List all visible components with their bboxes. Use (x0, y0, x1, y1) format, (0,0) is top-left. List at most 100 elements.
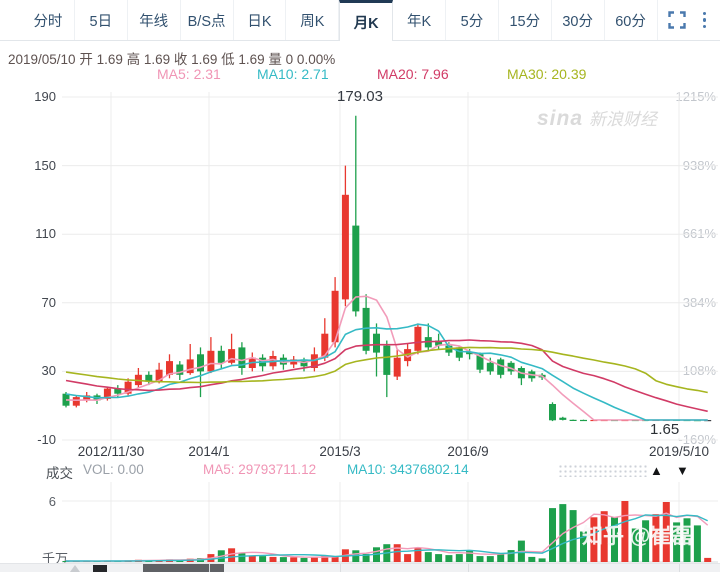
volume-bar (321, 555, 329, 562)
volume-axis-unit: 千万 (42, 551, 69, 566)
candle-body (166, 361, 173, 375)
volume-bar (331, 556, 339, 562)
volume-bar (528, 556, 536, 562)
volume-bar (569, 510, 577, 562)
volume-bar (414, 548, 422, 562)
volume-bar (662, 502, 670, 562)
scroll-up-arrow[interactable]: ▲ (650, 463, 663, 478)
fullscreen-icon[interactable] (667, 11, 686, 29)
price-axis-label-110: 110 (35, 226, 56, 242)
tab-2[interactable]: 年线 (127, 0, 181, 40)
candle-body (145, 374, 153, 382)
candle-body (290, 359, 298, 365)
tab-10[interactable]: 30分 (551, 0, 605, 40)
scroll-down-arrow[interactable]: ▼ (676, 463, 689, 478)
tab-3[interactable]: B/S点 (180, 0, 234, 40)
kebab-menu-icon[interactable] (701, 10, 709, 31)
candle-body (103, 388, 111, 399)
ohlc-info-line: 2019/05/10 开 1.69 高 1.69 收 1.69 低 1.69 量… (8, 52, 336, 67)
volume-bar (269, 556, 277, 562)
price-ma-legend-item-1: MA10: 2.71 (257, 66, 329, 82)
range-scrollbar-handle[interactable] (143, 564, 224, 572)
volume-bar (600, 511, 608, 562)
tab-1[interactable]: 5日 (74, 0, 128, 40)
volume-bar (673, 522, 681, 562)
volume-bar (300, 557, 308, 562)
volume-bar (228, 548, 236, 562)
price-ma-legend-item-3: MA30: 20.39 (507, 66, 587, 82)
volume-bar (580, 531, 587, 562)
volume-bar (279, 557, 287, 562)
price-ma-legend: MA5: 2.31 MA10: 2.71 MA20: 7.96 MA30: 20.39 (0, 66, 720, 84)
candle-body (72, 397, 80, 406)
pct-axis-label-2: 661% (682, 226, 716, 242)
zhihu-watermark: 知乎 @崔磊 (582, 525, 693, 548)
volume-bar (445, 555, 453, 562)
candle-body (62, 393, 70, 406)
volume-bar (652, 514, 660, 562)
range-marker-chip (93, 565, 107, 572)
x-axis-label-1: 2014/1 (188, 444, 230, 459)
tab-4[interactable]: 日K (233, 0, 287, 40)
toolbar-icons (658, 0, 720, 40)
tab-0[interactable]: 分时 (22, 0, 75, 40)
scrollbar-tick (468, 564, 469, 572)
candle-body (559, 417, 567, 420)
tab-11[interactable]: 60分 (604, 0, 658, 40)
candle-body (580, 419, 587, 422)
candle-body (435, 340, 443, 346)
price-ma20-line (65, 339, 708, 413)
candle-body (466, 352, 474, 355)
candle-body (569, 419, 577, 421)
candle-body (155, 369, 163, 382)
price-axis-label--10: -10 (37, 432, 56, 447)
tab-8[interactable]: 5分 (446, 0, 499, 40)
candle-body (414, 326, 422, 351)
scrollbar-tick (679, 564, 680, 572)
tab-9[interactable]: 15分 (498, 0, 552, 40)
price-axis-label-70: 70 (41, 294, 56, 310)
volume-bar (611, 517, 618, 562)
tab-5[interactable]: 周K (286, 0, 340, 40)
candle-body (207, 350, 215, 372)
candle-body (373, 333, 380, 353)
volume-bar (497, 554, 505, 562)
volume-pane-title: 成交 (46, 466, 73, 481)
price-ma10-line (65, 323, 708, 421)
candle-body (321, 333, 329, 358)
volume-bar (238, 553, 246, 562)
pct-axis-label-4: 108% (682, 363, 716, 379)
volume-bar (538, 558, 546, 562)
candle-body (238, 347, 246, 368)
pct-axis-label-3: 384% (682, 294, 716, 310)
volume-bar (352, 550, 360, 562)
tab-7[interactable]: 年K (393, 0, 446, 40)
candle-body (176, 364, 184, 375)
tab-bar: 分时 5日 年线 B/S点 日K 周K 月K 年K 5分 15分 30分 60分 (0, 0, 720, 41)
tab-active-6[interactable]: 月K (339, 0, 394, 41)
range-scrollbar-track[interactable] (0, 563, 720, 572)
price-ma5-line (65, 295, 708, 421)
sina-watermark: sina 新浪财经 (537, 105, 657, 131)
volume-ma10-line (66, 514, 708, 562)
pct-axis-label-1: 938% (682, 157, 716, 173)
volume-bar (435, 554, 443, 562)
candle-body (352, 225, 360, 312)
x-axis-label-4: 2019/5/10 (648, 444, 710, 459)
peak-price-annotation: 179.03 (337, 88, 383, 105)
candle-body (217, 350, 225, 363)
candle-body (393, 357, 401, 377)
volume-ma5-label: MA5: 29793711.12 (203, 462, 317, 477)
candle-body (83, 395, 91, 401)
price-ma-legend-item-0: MA5: 2.31 (157, 66, 221, 82)
volume-bar (455, 554, 463, 562)
volume-bar (704, 557, 712, 562)
volume-bar (683, 518, 691, 562)
volume-bar (693, 525, 701, 562)
price-ma30-line (65, 346, 708, 394)
x-axis-label-3: 2016/9 (447, 444, 489, 459)
volume-bar (310, 556, 318, 562)
price-axis-label-190: 190 (34, 89, 56, 104)
volume-bar (642, 520, 650, 562)
